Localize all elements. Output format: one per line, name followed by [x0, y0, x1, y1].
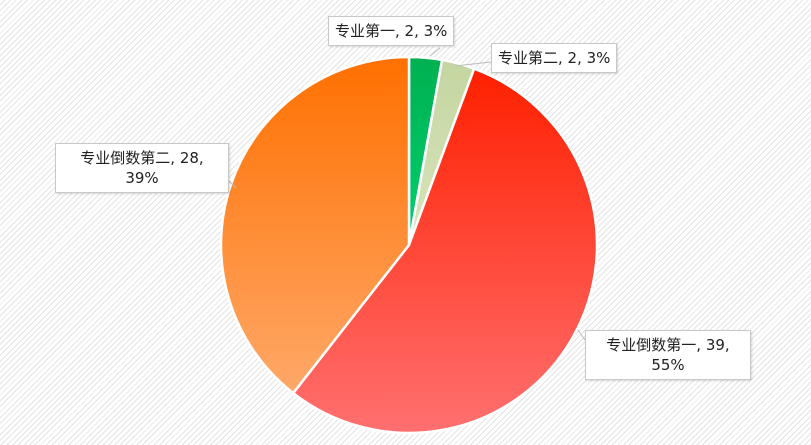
leader-line	[577, 329, 586, 341]
leader-line	[454, 61, 492, 67]
data-label-major-last-first: 专业倒数第一, 39, 55%	[585, 330, 751, 380]
data-label-major-first: 专业第一, 2, 3%	[328, 16, 455, 46]
pie-slice-3	[291, 67, 599, 435]
leader-line	[227, 179, 237, 189]
leader-line	[429, 47, 441, 57]
data-label-major-last-second: 专业倒数第二, 28, 39%	[55, 143, 229, 193]
data-label-major-second: 专业第二, 2, 3%	[491, 43, 618, 73]
